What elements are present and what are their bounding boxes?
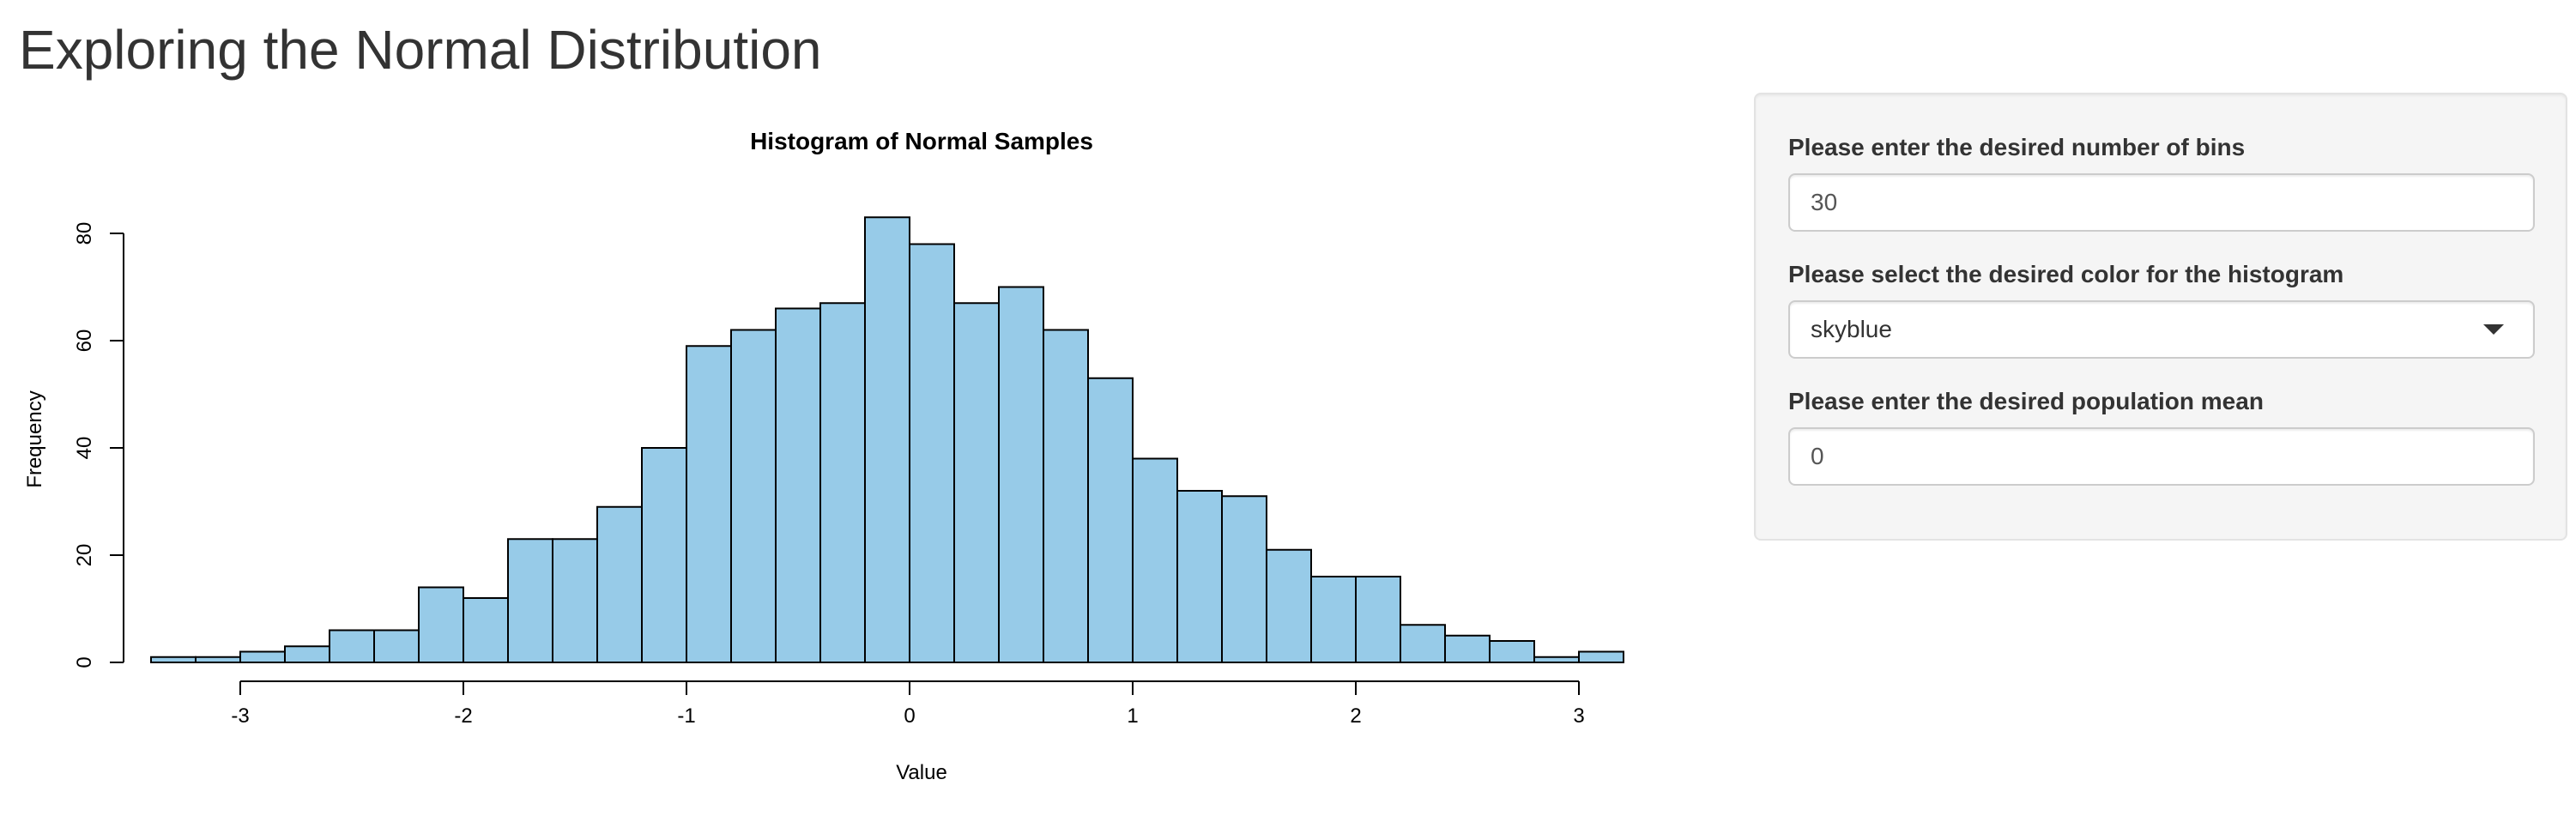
histogram-bar — [1355, 576, 1401, 663]
histogram-bar — [284, 645, 330, 663]
y-axis: 0 20 40 60 80 — [73, 222, 124, 668]
histogram-bar — [239, 650, 286, 663]
histogram-bar — [1132, 457, 1178, 663]
histogram-bar — [373, 629, 420, 663]
caret-down-icon[interactable] — [2483, 324, 2504, 335]
x-tick-label: 2 — [1350, 704, 1361, 728]
x-tick-label: -1 — [677, 704, 695, 728]
bins-field[interactable] — [1788, 173, 2535, 232]
histogram-bar — [596, 505, 643, 663]
histogram-bar — [1578, 650, 1624, 663]
histogram-bar — [775, 307, 821, 663]
histogram-bar — [641, 447, 687, 663]
mean-field[interactable] — [1788, 427, 2535, 486]
histogram-bar — [507, 538, 553, 663]
histogram-bar — [864, 216, 910, 663]
histogram-bar — [730, 329, 777, 663]
histogram-plot: Histogram of Normal Samples 0 20 40 60 80 -3… — [0, 112, 1716, 798]
input-sidebar: Please enter the desired number of bins … — [1754, 93, 2567, 541]
histogram-bar — [1400, 624, 1446, 663]
histogram-bar — [1087, 377, 1134, 663]
mean-input[interactable] — [1790, 429, 2533, 484]
histogram-bar — [329, 629, 375, 663]
histogram-bars — [150, 216, 1624, 663]
x-tick-label: 3 — [1573, 704, 1584, 728]
histogram-bar — [1310, 576, 1357, 663]
histogram-bar — [418, 586, 464, 663]
x-tick-label: 0 — [904, 704, 915, 728]
bins-label: Please enter the desired number of bins — [1788, 134, 2246, 160]
y-tick-label: 60 — [73, 329, 96, 353]
x-tick-label: 1 — [1127, 704, 1138, 728]
histogram-bar — [463, 597, 509, 663]
chart-title: Histogram of Normal Samples — [750, 128, 1093, 154]
histogram-bar — [195, 656, 241, 663]
histogram-bar — [1444, 634, 1491, 663]
histogram-bar — [1221, 495, 1267, 663]
color-select[interactable]: skyblue — [1788, 300, 2535, 359]
color-select-value: skyblue — [1811, 316, 1892, 342]
x-tick-label: -3 — [231, 704, 249, 728]
y-axis-label: Frequency — [23, 390, 46, 487]
histogram-bar — [1266, 548, 1312, 663]
y-tick-label: 20 — [73, 544, 96, 567]
y-tick-label: 40 — [73, 437, 96, 460]
x-tick-label: -2 — [454, 704, 472, 728]
histogram-bar — [1533, 656, 1580, 663]
histogram-bar — [819, 302, 866, 663]
histogram-bar — [998, 286, 1044, 663]
bins-input[interactable] — [1790, 175, 2533, 230]
page-title: Exploring the Normal Distribution — [19, 19, 822, 81]
histogram-bar — [1489, 640, 1535, 663]
histogram-bar — [1043, 329, 1089, 663]
y-tick-label: 0 — [73, 656, 96, 668]
y-tick-label: 80 — [73, 222, 96, 245]
histogram-bar — [150, 656, 197, 663]
histogram-bar — [686, 345, 732, 663]
color-label: Please select the desired color for the … — [1788, 261, 2344, 287]
x-axis: -3 -2 -1 0 1 2 3 — [231, 680, 1585, 728]
histogram-bar — [552, 538, 598, 663]
x-axis-label: Value — [896, 761, 947, 784]
histogram-bar — [953, 302, 1000, 663]
histogram-bar — [1176, 490, 1223, 663]
mean-label: Please enter the desired population mean — [1788, 388, 2264, 414]
histogram-bar — [909, 243, 955, 663]
